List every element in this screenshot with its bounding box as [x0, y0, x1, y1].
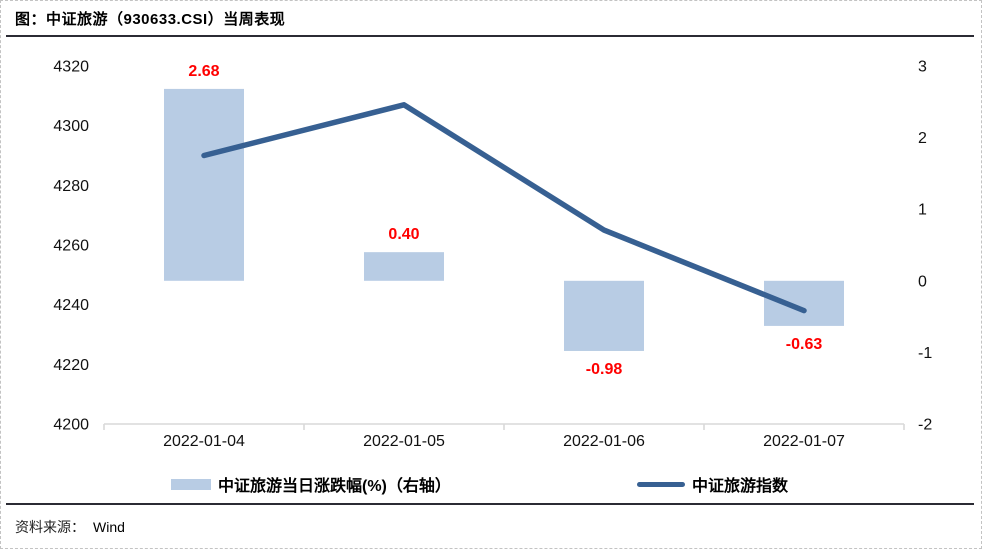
right-tick--2: -2 — [918, 417, 932, 434]
left-tick-4320: 4320 — [53, 59, 89, 76]
line-series-swatch — [637, 481, 685, 487]
figure-footer: 资料来源： Wind — [6, 503, 974, 548]
left-tick-4300: 4300 — [53, 118, 89, 135]
bar-2022-01-04 — [164, 88, 244, 281]
bar-2022-01-07 — [764, 280, 844, 326]
index-line — [201, 102, 807, 314]
right-tick--1: -1 — [918, 345, 932, 362]
chart-legend: 中证旅游当日涨跌幅(%)（右轴） 中证旅游指数 — [1, 472, 981, 498]
left-tick-4260: 4260 — [53, 238, 89, 255]
bar-label-2022-01-07: -0.63 — [786, 336, 823, 353]
x-tick-label-2022-01-04: 2022-01-04 — [163, 433, 245, 450]
line-series-label: 中证旅游指数 — [692, 478, 789, 495]
right-tick-1: 1 — [918, 202, 927, 219]
x-tick-label-2022-01-07: 2022-01-07 — [763, 433, 845, 450]
bar-series-label: 中证旅游当日涨跌幅(%)（右轴） — [218, 478, 451, 495]
figure-header: 图：中证旅游（930633.CSI）当周表现 — [6, 1, 974, 37]
left-tick-4220: 4220 — [53, 357, 89, 374]
right-tick-3: 3 — [918, 59, 927, 76]
bar-label-2022-01-04: 2.68 — [188, 63, 219, 80]
bar-label-2022-01-06: -0.98 — [586, 361, 623, 378]
left-tick-4200: 4200 — [53, 417, 89, 434]
source-label: 资料来源： — [15, 518, 85, 535]
left-tick-4280: 4280 — [53, 178, 89, 195]
right-tick-0: 0 — [918, 273, 927, 290]
legend-item-line-series: 中证旅游指数 — [637, 472, 788, 496]
bar-series-swatch — [171, 478, 211, 490]
figure-title: 图：中证旅游（930633.CSI）当周表现 — [15, 10, 286, 28]
left-tick-4240: 4240 — [53, 297, 89, 314]
source-value: Wind — [93, 518, 125, 535]
bar-label-2022-01-05: 0.40 — [388, 226, 419, 243]
bar-2022-01-05 — [364, 252, 444, 281]
x-tick-label-2022-01-06: 2022-01-06 — [563, 433, 645, 450]
legend-item-bar-series: 中证旅游当日涨跌幅(%)（右轴） — [171, 472, 451, 496]
bar-2022-01-06 — [564, 280, 644, 351]
right-tick-2: 2 — [918, 130, 927, 147]
x-tick-label-2022-01-05: 2022-01-05 — [363, 433, 445, 450]
